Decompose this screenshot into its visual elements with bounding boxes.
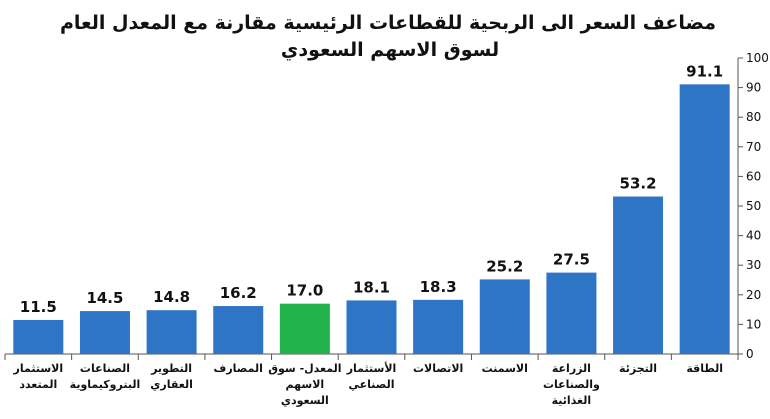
bar-value-label: 18.1 — [353, 278, 390, 296]
bar — [679, 84, 730, 355]
y-tick-label: 50 — [746, 199, 761, 213]
category-label: الصناعات البتروكيماوية — [70, 362, 141, 391]
category-label: الطاقة — [686, 362, 723, 375]
y-tick-label: 80 — [746, 110, 761, 124]
y-tick-label: 10 — [746, 317, 761, 331]
bar — [13, 319, 64, 354]
category-label: الاتصالات — [413, 362, 463, 375]
category-label: المعدل- سوق الاسهم السعودي — [268, 362, 341, 407]
chart-title-line1: مضاعف السعر الى الربحية للقطاعات الرئيسي… — [60, 12, 716, 34]
bar-value-label: 14.8 — [153, 288, 190, 306]
y-tick-label: 100 — [746, 51, 769, 65]
category-label: التطوير العقاري — [150, 362, 193, 391]
bar — [346, 300, 397, 354]
category-label: المصارف — [214, 362, 263, 375]
category-label: الاسمنت — [482, 362, 528, 375]
bar-value-label: 53.2 — [620, 175, 657, 193]
bar — [213, 306, 264, 354]
bar — [79, 311, 130, 354]
bar-value-label: 18.3 — [420, 278, 457, 296]
y-tick-label: 60 — [746, 169, 761, 183]
y-tick-label: 30 — [746, 258, 761, 272]
y-tick-label: 70 — [746, 140, 761, 154]
chart-title-line2: لسوق الاسهم السعودي — [281, 39, 499, 62]
bar — [279, 303, 330, 354]
bar-value-label: 27.5 — [553, 251, 590, 269]
category-label: الزراعة والصناعات الغذائية — [543, 362, 600, 407]
category-label: الاستثمار المتعدد — [13, 362, 64, 391]
bar — [146, 310, 197, 354]
bar — [613, 196, 664, 354]
bar — [413, 299, 464, 354]
bar — [479, 279, 530, 354]
category-label: الأستثمار الصناعي — [346, 361, 397, 391]
bar-value-label: 11.5 — [20, 298, 57, 316]
y-tick-label: 0 — [746, 347, 754, 361]
bar-value-label: 16.2 — [220, 284, 257, 302]
y-tick-label: 20 — [746, 288, 761, 302]
y-tick-label: 90 — [746, 81, 761, 95]
bar-value-label: 17.0 — [286, 282, 323, 300]
bar-value-label: 25.2 — [486, 257, 523, 275]
bar-value-label: 91.1 — [686, 62, 723, 80]
category-label: التجزئة — [619, 362, 657, 375]
bar-value-label: 14.5 — [86, 289, 123, 307]
bar — [546, 272, 597, 354]
y-tick-label: 40 — [746, 229, 761, 243]
